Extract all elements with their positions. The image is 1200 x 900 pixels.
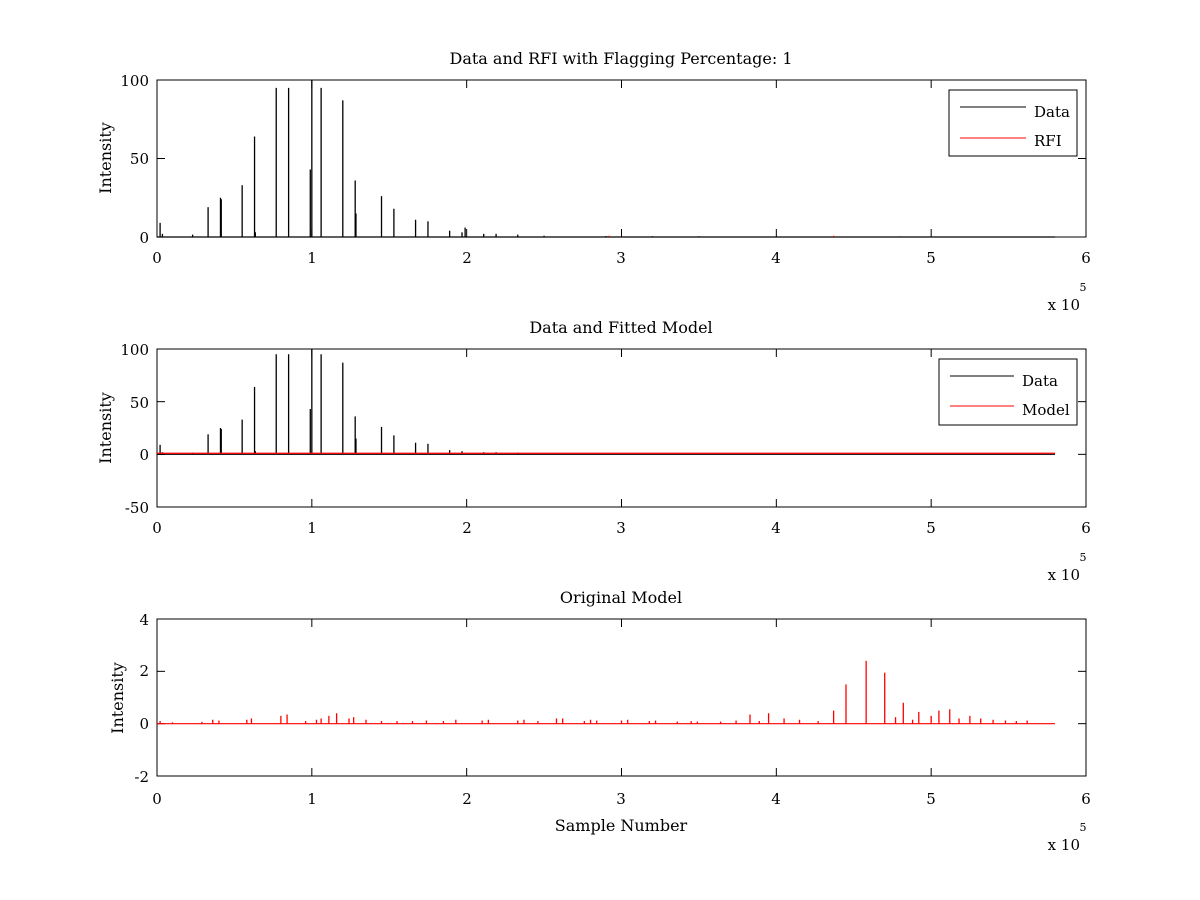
legend-label-data: Data: [1034, 103, 1070, 121]
x-multiplier-exponent: 5: [1080, 821, 1087, 834]
x-tick-label: 0: [152, 790, 162, 808]
chart-legend: Data Model: [938, 358, 1078, 426]
x-tick-label: 5: [926, 249, 936, 267]
legend-label-model: Model: [1022, 401, 1070, 419]
x-tick-labels: 0 1 2 3 4 5 6: [152, 790, 1091, 808]
x-tick-label: 3: [616, 519, 626, 537]
x-multiplier: x 10 5: [1048, 281, 1087, 314]
y-tick-labels: 0 50 100: [120, 72, 149, 247]
x-multiplier-base: x 10: [1048, 296, 1080, 314]
x-tick-label: 2: [462, 249, 472, 267]
y-tick-label: 50: [130, 394, 149, 412]
x-tick-labels: 0 1 2 3 4 5 6: [152, 519, 1091, 537]
x-multiplier-base: x 10: [1048, 836, 1080, 854]
y-tick-label: 2: [139, 662, 149, 680]
y-tick-labels: -50 0 50 100: [120, 341, 149, 517]
chart-title: Data and Fitted Model: [529, 318, 712, 337]
y-tick-label: 100: [120, 72, 149, 90]
y-axis-label: Intensity: [96, 122, 115, 194]
x-tick-label: 2: [462, 519, 472, 537]
x-tick-label: 5: [926, 519, 936, 537]
chart-panel-fitted-model: Data and Fitted Model Intensity -50 0 50…: [96, 318, 1091, 584]
legend-label-rfi: RFI: [1034, 132, 1062, 150]
y-tick-label: 50: [130, 150, 149, 168]
x-tick-label: 5: [926, 790, 936, 808]
y-tick-label: 0: [139, 446, 149, 464]
chart-panel-rfi: Data and RFI with Flagging Percentage: 1…: [96, 49, 1091, 314]
x-tick-label: 4: [771, 519, 781, 537]
legend-box: [948, 89, 1078, 157]
y-axis-label: Intensity: [96, 392, 115, 464]
legend-label-data: Data: [1022, 372, 1058, 390]
x-tick-label: 0: [152, 249, 162, 267]
y-tick-label: -2: [134, 768, 149, 786]
chart-title: Original Model: [560, 588, 682, 607]
x-tick-label: 0: [152, 519, 162, 537]
x-tick-label: 6: [1081, 790, 1091, 808]
chart-legend: Data RFI: [948, 89, 1078, 157]
legend-box: [938, 358, 1078, 426]
x-tick-label: 3: [616, 790, 626, 808]
x-tick-label: 1: [307, 519, 317, 537]
x-tick-label: 4: [771, 249, 781, 267]
x-tick-label: 2: [462, 790, 472, 808]
x-tick-label: 3: [616, 249, 626, 267]
plot-area: [156, 618, 1087, 777]
y-tick-labels: -2 0 2 4: [134, 611, 149, 786]
plot-area: [156, 348, 1087, 508]
x-tick-label: 6: [1081, 519, 1091, 537]
chart-title: Data and RFI with Flagging Percentage: 1: [449, 49, 792, 68]
x-multiplier: x 10 5: [1048, 821, 1087, 854]
x-multiplier: x 10 5: [1048, 551, 1087, 584]
y-tick-label: 0: [139, 229, 149, 247]
y-tick-label: 100: [120, 341, 149, 359]
y-axis-label: Intensity: [108, 662, 127, 734]
x-tick-label: 4: [771, 790, 781, 808]
y-tick-label: -50: [125, 499, 149, 517]
x-axis-label: Sample Number: [555, 816, 688, 835]
y-tick-label: 0: [139, 715, 149, 733]
x-multiplier-exponent: 5: [1080, 281, 1087, 294]
x-multiplier-exponent: 5: [1080, 551, 1087, 564]
chart-panel-original-model: Original Model Intensity -2 0 2 4 0 1 2 …: [108, 588, 1091, 854]
x-multiplier-base: x 10: [1048, 566, 1080, 584]
y-tick-label: 4: [139, 611, 149, 629]
x-tick-label: 1: [307, 790, 317, 808]
plot-area: [156, 79, 1087, 238]
x-tick-label: 6: [1081, 249, 1091, 267]
x-tick-label: 1: [307, 249, 317, 267]
x-tick-labels: 0 1 2 3 4 5 6: [152, 249, 1091, 267]
